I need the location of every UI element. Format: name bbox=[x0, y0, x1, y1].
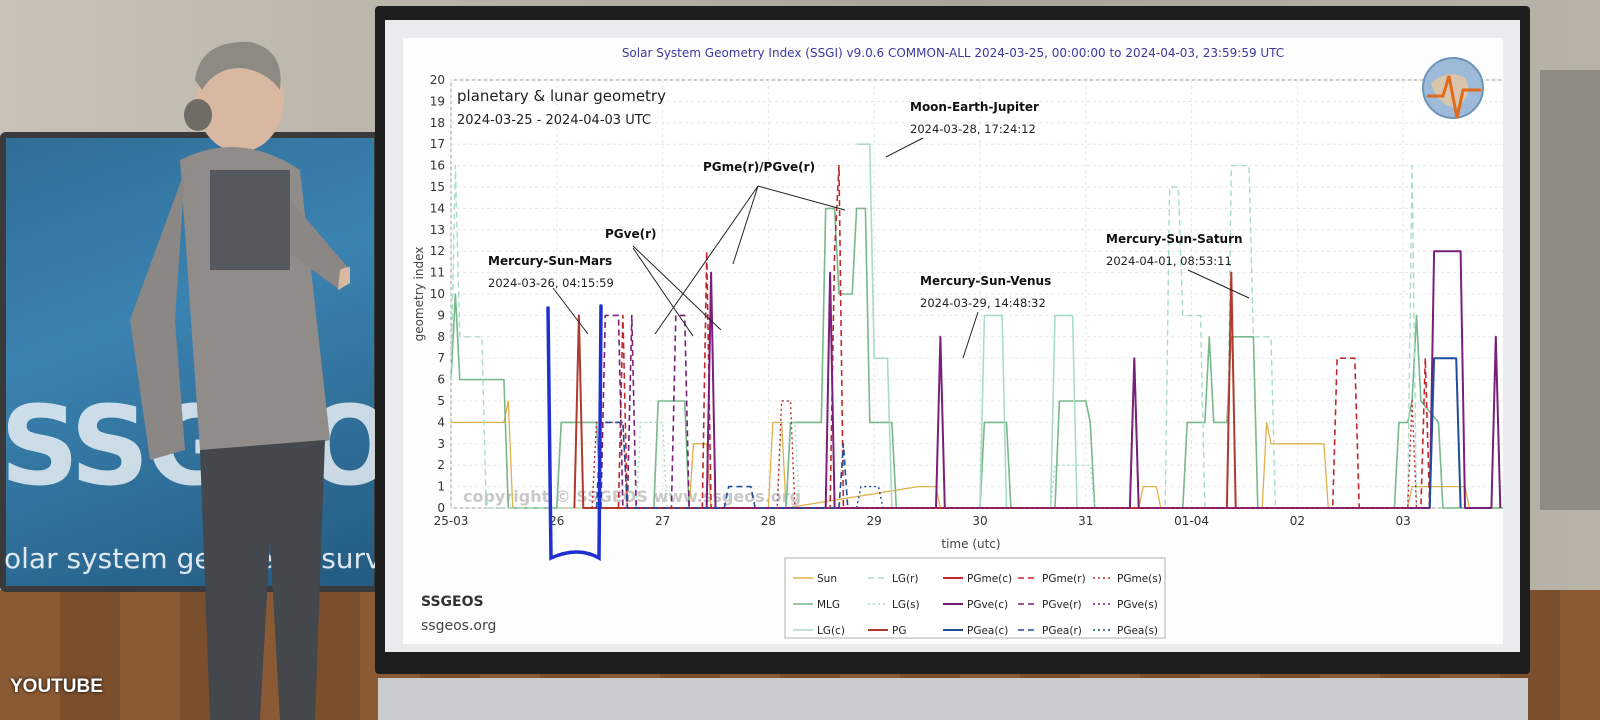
y-tick-label: 14 bbox=[430, 201, 445, 215]
y-tick-label: 2 bbox=[437, 458, 445, 472]
series-line-lg-c bbox=[856, 143, 1078, 509]
data-series bbox=[450, 143, 1509, 509]
x-tick-label: 28 bbox=[761, 514, 776, 528]
legend-label: LG(r) bbox=[892, 573, 919, 585]
y-tick-label: 11 bbox=[430, 266, 445, 280]
x-axis-ticks: 25-03 26 27 28 29 30 31 01-04 02 03 bbox=[434, 514, 1411, 528]
legend-label: PGea(r) bbox=[1042, 625, 1082, 637]
screen-panel: Solar System Geometry Index (SSGI) v9.0.… bbox=[385, 20, 1520, 652]
y-tick-label: 8 bbox=[437, 330, 445, 344]
presenter-figure bbox=[130, 41, 350, 720]
y-tick-label: 6 bbox=[437, 373, 445, 387]
annotation-leader bbox=[632, 247, 694, 337]
y-tick-label: 0 bbox=[437, 501, 445, 515]
series-line-lg-r bbox=[450, 164, 1418, 509]
legend-label: PGme(s) bbox=[1117, 573, 1162, 585]
y-tick-label: 1 bbox=[437, 480, 445, 494]
annotations: Mercury-Sun-Mars 2024-03-26, 04:15:59 PGve… bbox=[488, 100, 1250, 359]
legend-label: LG(c) bbox=[817, 625, 845, 637]
legend-label: Sun bbox=[817, 573, 837, 585]
annotation-date: 2024-03-28, 17:24:12 bbox=[910, 122, 1036, 136]
y-tick-label: 19 bbox=[430, 94, 445, 108]
y-tick-label: 5 bbox=[437, 394, 445, 408]
annotation-label: Moon-Earth-Jupiter bbox=[910, 100, 1039, 114]
marker-bracket bbox=[546, 304, 603, 562]
x-tick-label: 29 bbox=[867, 514, 882, 528]
x-tick-label: 26 bbox=[549, 514, 564, 528]
x-axis-label: time (utc) bbox=[941, 537, 1000, 551]
legend-label: PGme(r) bbox=[1042, 573, 1086, 585]
y-tick-label: 7 bbox=[437, 351, 445, 365]
x-tick-label: 01-04 bbox=[1174, 514, 1209, 528]
x-tick-label: 25-03 bbox=[434, 514, 469, 528]
series-line-lg-s bbox=[635, 421, 1096, 509]
x-tick-label: 31 bbox=[1078, 514, 1093, 528]
youtube-watermark: YOUTUBE bbox=[10, 676, 103, 697]
footer-url: ssgeos.org bbox=[421, 618, 496, 634]
annotation-leader bbox=[632, 245, 722, 331]
legend-label: MLG bbox=[817, 599, 840, 611]
annotation-label: Mercury-Sun-Mars bbox=[488, 254, 612, 268]
x-tick-label: 02 bbox=[1290, 514, 1305, 528]
annotation-label: Mercury-Sun-Venus bbox=[920, 274, 1051, 288]
ssgi-chart: Solar System Geometry Index (SSGI) v9.0.… bbox=[412, 46, 1510, 639]
chart-card: Solar System Geometry Index (SSGI) v9.0.… bbox=[403, 38, 1510, 644]
series-line-pgve-r bbox=[600, 314, 1140, 509]
y-tick-label: 18 bbox=[430, 116, 445, 130]
y-tick-label: 15 bbox=[430, 180, 445, 194]
inner-title: planetary & lunar geometry bbox=[457, 87, 666, 105]
x-tick-label: 27 bbox=[655, 514, 670, 528]
y-tick-label: 13 bbox=[430, 223, 445, 237]
copyright-watermark: copyright © SSGEOS www.ssgeos.org bbox=[463, 487, 801, 506]
x-tick-label: 30 bbox=[972, 514, 987, 528]
annotation-label: Mercury-Sun-Saturn bbox=[1106, 232, 1243, 246]
legend-label: PGme(c) bbox=[967, 573, 1012, 585]
monitor-stand bbox=[378, 678, 1528, 720]
x-tick-label: 03 bbox=[1396, 514, 1411, 528]
annotation-label: PGme(r)/PGve(r) bbox=[703, 160, 815, 174]
y-tick-label: 17 bbox=[430, 137, 445, 151]
hand-drawn-marker bbox=[546, 304, 603, 562]
y-tick-label: 4 bbox=[437, 415, 445, 429]
legend-label: PG bbox=[892, 625, 906, 637]
annotation-leader bbox=[1187, 269, 1250, 299]
display-monitor: Solar System Geometry Index (SSGI) v9.0.… bbox=[375, 6, 1530, 674]
annotation-leader bbox=[757, 185, 846, 211]
legend-label: PGea(s) bbox=[1117, 625, 1158, 637]
annotation-date: 2024-04-01, 08:53:11 bbox=[1106, 254, 1232, 268]
annotation-leader bbox=[552, 287, 589, 335]
footer-name: SSGEOS bbox=[421, 594, 484, 610]
chart-legend: Sun LG(r) PGme(c) PGme(r) PGme(s) MLG LG(s) PGv… bbox=[784, 557, 1166, 639]
y-tick-label: 16 bbox=[430, 159, 445, 173]
series-line-pgea-s bbox=[855, 485, 884, 509]
inner-subtitle: 2024-03-25 - 2024-04-03 UTC bbox=[457, 113, 651, 128]
y-tick-label: 9 bbox=[437, 308, 445, 322]
annotation-leader bbox=[885, 137, 924, 158]
annotation-leader bbox=[962, 311, 979, 359]
annotation-leader bbox=[732, 185, 759, 265]
legend-label: PGve(s) bbox=[1117, 599, 1158, 611]
y-tick-label: 3 bbox=[437, 437, 445, 451]
y-tick-label: 20 bbox=[430, 73, 445, 87]
series-line-pgea-c bbox=[1428, 357, 1462, 509]
annotation-date: 2024-03-26, 04:15:59 bbox=[488, 276, 614, 290]
annotation-leader bbox=[654, 185, 759, 335]
legend-label: PGve(r) bbox=[1042, 599, 1082, 611]
legend-label: LG(s) bbox=[892, 599, 920, 611]
ssgeos-globe-logo bbox=[1422, 57, 1484, 119]
annotation-date: 2024-03-29, 14:48:32 bbox=[920, 296, 1046, 310]
legend-label: PGea(c) bbox=[967, 625, 1008, 637]
series-line-pgea-r bbox=[595, 421, 849, 509]
y-axis-label: geometry index bbox=[412, 247, 426, 342]
y-tick-label: 12 bbox=[430, 244, 445, 258]
studio-right-wall bbox=[1540, 70, 1600, 510]
chart-title: Solar System Geometry Index (SSGI) v9.0.… bbox=[622, 46, 1284, 60]
legend-label: PGve(c) bbox=[967, 599, 1008, 611]
y-tick-label: 10 bbox=[430, 287, 445, 301]
annotation-label: PGve(r) bbox=[605, 227, 657, 241]
